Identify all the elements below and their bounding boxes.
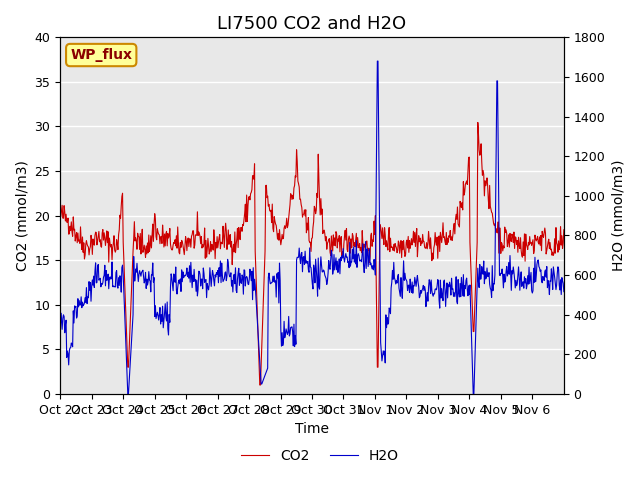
CO2 bbox=[115, 227, 123, 233]
Line: CO2: CO2 bbox=[60, 122, 564, 385]
H2O bbox=[209, 267, 216, 273]
CO2 bbox=[364, 248, 372, 253]
Y-axis label: CO2 (mmol/m3): CO2 (mmol/m3) bbox=[15, 160, 29, 271]
H2O bbox=[560, 289, 568, 295]
Text: WP_flux: WP_flux bbox=[70, 48, 132, 62]
CO2 bbox=[233, 236, 241, 242]
H2O bbox=[364, 264, 372, 269]
H2O bbox=[124, 391, 132, 397]
CO2 bbox=[474, 120, 482, 125]
H2O bbox=[56, 331, 64, 336]
CO2 bbox=[256, 382, 264, 388]
H2O bbox=[253, 304, 260, 310]
CO2 bbox=[252, 267, 260, 273]
CO2 bbox=[208, 241, 216, 247]
H2O bbox=[115, 283, 123, 288]
H2O bbox=[393, 280, 401, 286]
Line: H2O: H2O bbox=[60, 61, 564, 394]
CO2 bbox=[560, 227, 568, 233]
CO2 bbox=[56, 209, 64, 215]
Legend: CO2, H2O: CO2, H2O bbox=[236, 443, 404, 468]
X-axis label: Time: Time bbox=[295, 422, 329, 436]
CO2 bbox=[392, 245, 400, 251]
H2O bbox=[374, 58, 381, 64]
Title: LI7500 CO2 and H2O: LI7500 CO2 and H2O bbox=[218, 15, 406, 33]
Y-axis label: H2O (mmol/m3): H2O (mmol/m3) bbox=[611, 160, 625, 271]
H2O bbox=[234, 276, 241, 282]
